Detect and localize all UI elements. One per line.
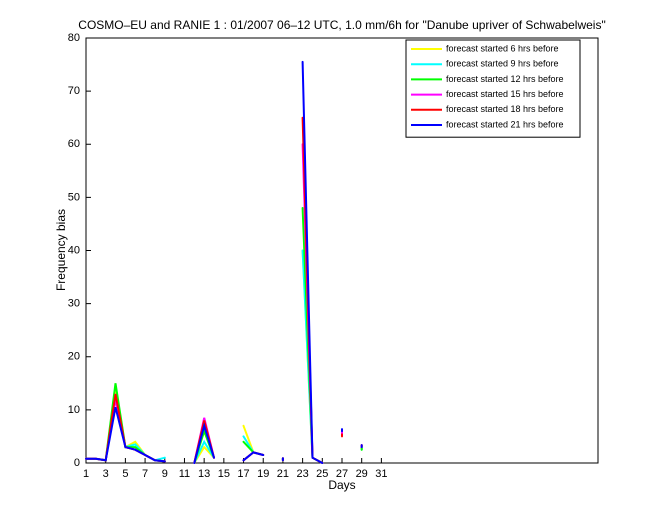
- x-tick-label: 9: [162, 468, 168, 480]
- x-tick-label: 3: [103, 468, 109, 480]
- x-tick-label: 29: [356, 468, 368, 480]
- x-axis-label: Days: [328, 478, 355, 492]
- x-tick-label: 27: [336, 468, 348, 480]
- y-tick-label: 40: [68, 244, 80, 256]
- legend-box: [405, 39, 581, 138]
- legend-label: forecast started 9 hrs before: [446, 59, 559, 69]
- x-tick-label: 15: [218, 468, 230, 480]
- legend-label: forecast started 12 hrs before: [446, 74, 564, 84]
- y-tick-label: 10: [68, 404, 80, 416]
- legend-label: forecast started 21 hrs before: [446, 119, 564, 129]
- x-tick-label: 17: [237, 468, 249, 480]
- legend-label: forecast started 18 hrs before: [446, 104, 564, 114]
- y-tick-label: 50: [68, 191, 80, 203]
- y-tick-label: 60: [68, 138, 80, 150]
- y-tick-label: 20: [68, 351, 80, 363]
- y-tick-label: 70: [68, 85, 80, 97]
- legend-label: forecast started 6 hrs before: [446, 43, 559, 53]
- x-tick-label: 21: [277, 468, 289, 480]
- x-tick-label: 13: [198, 468, 210, 480]
- x-tick-label: 7: [142, 468, 148, 480]
- x-tick-label: 19: [257, 468, 269, 480]
- y-tick-label: 30: [68, 298, 80, 310]
- y-tick-label: 80: [68, 32, 80, 44]
- x-tick-label: 5: [122, 468, 128, 480]
- legend-label: forecast started 15 hrs before: [446, 89, 564, 99]
- x-tick-label: 1: [83, 468, 89, 480]
- x-tick-label: 23: [296, 468, 308, 480]
- y-tick-label: 0: [74, 457, 80, 469]
- y-axis-label: Frequency bias: [54, 209, 68, 291]
- data-line: [85, 60, 363, 464]
- x-tick-label: 11: [179, 468, 190, 480]
- chart-title: COSMO–EU and RANIE 1 : 01/2007 06–12 UTC…: [78, 18, 605, 32]
- x-tick-label: 25: [316, 468, 328, 480]
- x-tick-label: 31: [375, 468, 387, 480]
